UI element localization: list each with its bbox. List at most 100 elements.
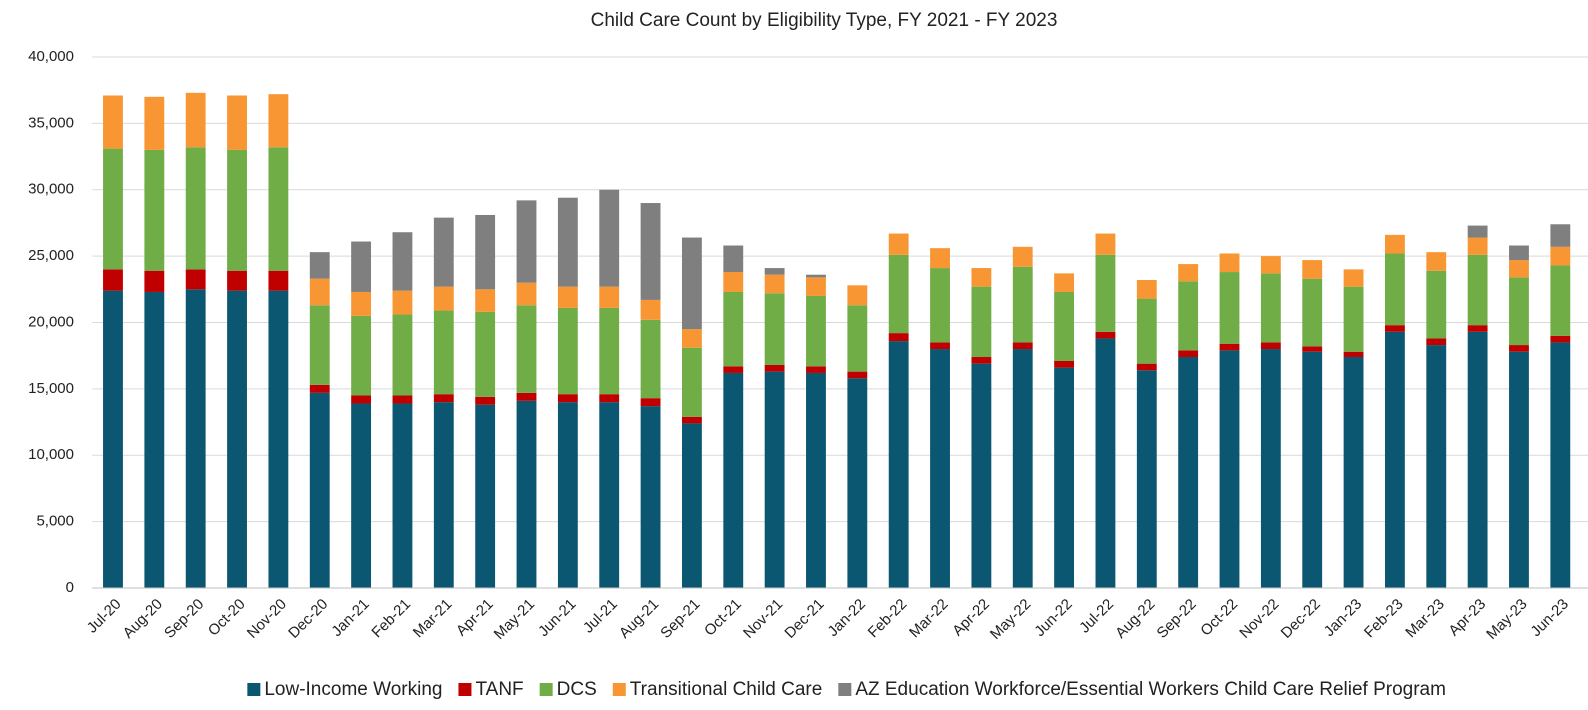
bar-segment bbox=[599, 189, 620, 287]
bar-segment bbox=[1219, 350, 1240, 588]
bar-segment bbox=[351, 315, 372, 396]
bar-segment bbox=[557, 402, 578, 588]
bar-segment bbox=[227, 95, 247, 150]
x-tick-label: Oct-22 bbox=[1197, 596, 1241, 640]
bar-segment bbox=[475, 289, 496, 312]
x-tick-label: Nov-20 bbox=[244, 596, 290, 642]
bar-segment bbox=[847, 305, 868, 372]
bar-segment bbox=[1384, 253, 1405, 326]
bar-segment bbox=[1012, 342, 1033, 350]
y-tick-label: 40,000 bbox=[28, 48, 74, 65]
bar-segment bbox=[1178, 357, 1199, 588]
x-tick-label: Jan-23 bbox=[1321, 596, 1365, 640]
bar-segment bbox=[806, 295, 826, 367]
bar-segment bbox=[103, 269, 123, 291]
x-tick-label: Apr-21 bbox=[453, 596, 497, 640]
x-tick-label: Jul-20 bbox=[84, 596, 125, 637]
bar-segment bbox=[764, 371, 785, 588]
x-tick-label: Aug-22 bbox=[1112, 596, 1158, 642]
bar-segment bbox=[1219, 272, 1240, 344]
bar-segment bbox=[1509, 277, 1529, 346]
bar-segment bbox=[103, 148, 123, 270]
bar-segment bbox=[806, 372, 826, 588]
bar-segment bbox=[930, 349, 950, 588]
bar-segment bbox=[309, 392, 330, 588]
bar-segment bbox=[847, 371, 868, 379]
bar-segment bbox=[1509, 245, 1529, 261]
bar-segment bbox=[1550, 342, 1571, 588]
legend-swatch bbox=[838, 683, 852, 696]
bar-segment bbox=[1260, 273, 1281, 343]
legend-label: Transitional Child Care bbox=[630, 679, 823, 700]
y-tick-label: 15,000 bbox=[28, 380, 74, 397]
x-tick-label: Sep-21 bbox=[657, 596, 703, 642]
legend-label: Low-Income Working bbox=[264, 679, 442, 700]
bar-segment bbox=[1095, 233, 1116, 255]
x-tick-label: Sep-22 bbox=[1154, 596, 1200, 642]
bar-segment bbox=[971, 363, 992, 588]
bar-segment bbox=[475, 396, 496, 405]
y-tick-label: 25,000 bbox=[28, 247, 74, 264]
legend-label: DCS bbox=[557, 679, 597, 700]
x-tick-label: Jun-21 bbox=[535, 596, 579, 640]
bar-segment bbox=[227, 270, 247, 291]
bar-segment bbox=[268, 290, 289, 588]
bar-segment bbox=[1343, 357, 1364, 588]
bar-segment bbox=[144, 149, 165, 271]
bar-segment bbox=[1343, 269, 1364, 287]
bar-segment bbox=[1054, 273, 1075, 292]
bar-segment bbox=[723, 372, 744, 588]
bar-segment bbox=[268, 270, 289, 291]
bar-segment bbox=[1550, 224, 1571, 247]
bar-segment bbox=[392, 290, 413, 315]
x-tick-label: Dec-21 bbox=[781, 596, 827, 642]
bar-segment bbox=[1467, 225, 1488, 238]
bar-segment bbox=[103, 290, 123, 588]
bar-segment bbox=[640, 319, 661, 399]
bar-segment bbox=[1178, 350, 1199, 358]
x-tick-label: Jul-21 bbox=[580, 596, 621, 637]
bar-segment bbox=[1467, 237, 1488, 255]
bar-segment bbox=[351, 291, 372, 316]
legend-swatch bbox=[539, 683, 553, 696]
bar-segment bbox=[433, 286, 454, 311]
x-tick-label: Oct-20 bbox=[205, 596, 249, 640]
bar-segment bbox=[599, 286, 620, 308]
x-tick-label: Jun-23 bbox=[1527, 596, 1571, 640]
bar-segment bbox=[806, 277, 826, 296]
bar-segment bbox=[1012, 246, 1033, 267]
bar-segment bbox=[557, 307, 578, 395]
bar-segment bbox=[1426, 338, 1447, 346]
bar-segment bbox=[1343, 286, 1364, 352]
bar-segment bbox=[309, 252, 330, 279]
y-tick-label: 20,000 bbox=[28, 313, 74, 330]
bar-segment bbox=[1260, 256, 1281, 274]
bar-segment bbox=[1384, 325, 1405, 332]
x-tick-label: Apr-23 bbox=[1445, 596, 1489, 640]
bar-segment bbox=[723, 291, 744, 367]
bar-segment bbox=[392, 232, 413, 291]
bar-segment bbox=[971, 357, 992, 364]
bar-segment bbox=[1012, 349, 1033, 588]
bar-segment bbox=[1136, 280, 1157, 299]
bar-segment bbox=[144, 96, 165, 150]
x-tick-label: May-21 bbox=[491, 596, 538, 643]
bar-segment bbox=[1302, 351, 1323, 588]
bar-segment bbox=[1260, 349, 1281, 588]
bar-segment bbox=[1054, 360, 1075, 368]
x-tick-label: Feb-22 bbox=[865, 596, 911, 642]
x-tick-label: Mar-21 bbox=[410, 596, 456, 642]
bar-segment bbox=[185, 289, 206, 588]
bar-segment bbox=[1550, 335, 1571, 343]
bar-segment bbox=[1178, 264, 1199, 282]
bar-segment bbox=[888, 333, 909, 342]
bar-segment bbox=[185, 92, 206, 148]
bar-segment bbox=[1384, 331, 1405, 588]
bar-segment bbox=[1467, 325, 1488, 332]
bar-segment bbox=[144, 291, 165, 588]
bar-segment bbox=[847, 285, 868, 306]
x-tick-label: May-23 bbox=[1483, 596, 1530, 643]
bar-segment bbox=[1136, 298, 1157, 364]
bar-segment bbox=[930, 268, 950, 343]
